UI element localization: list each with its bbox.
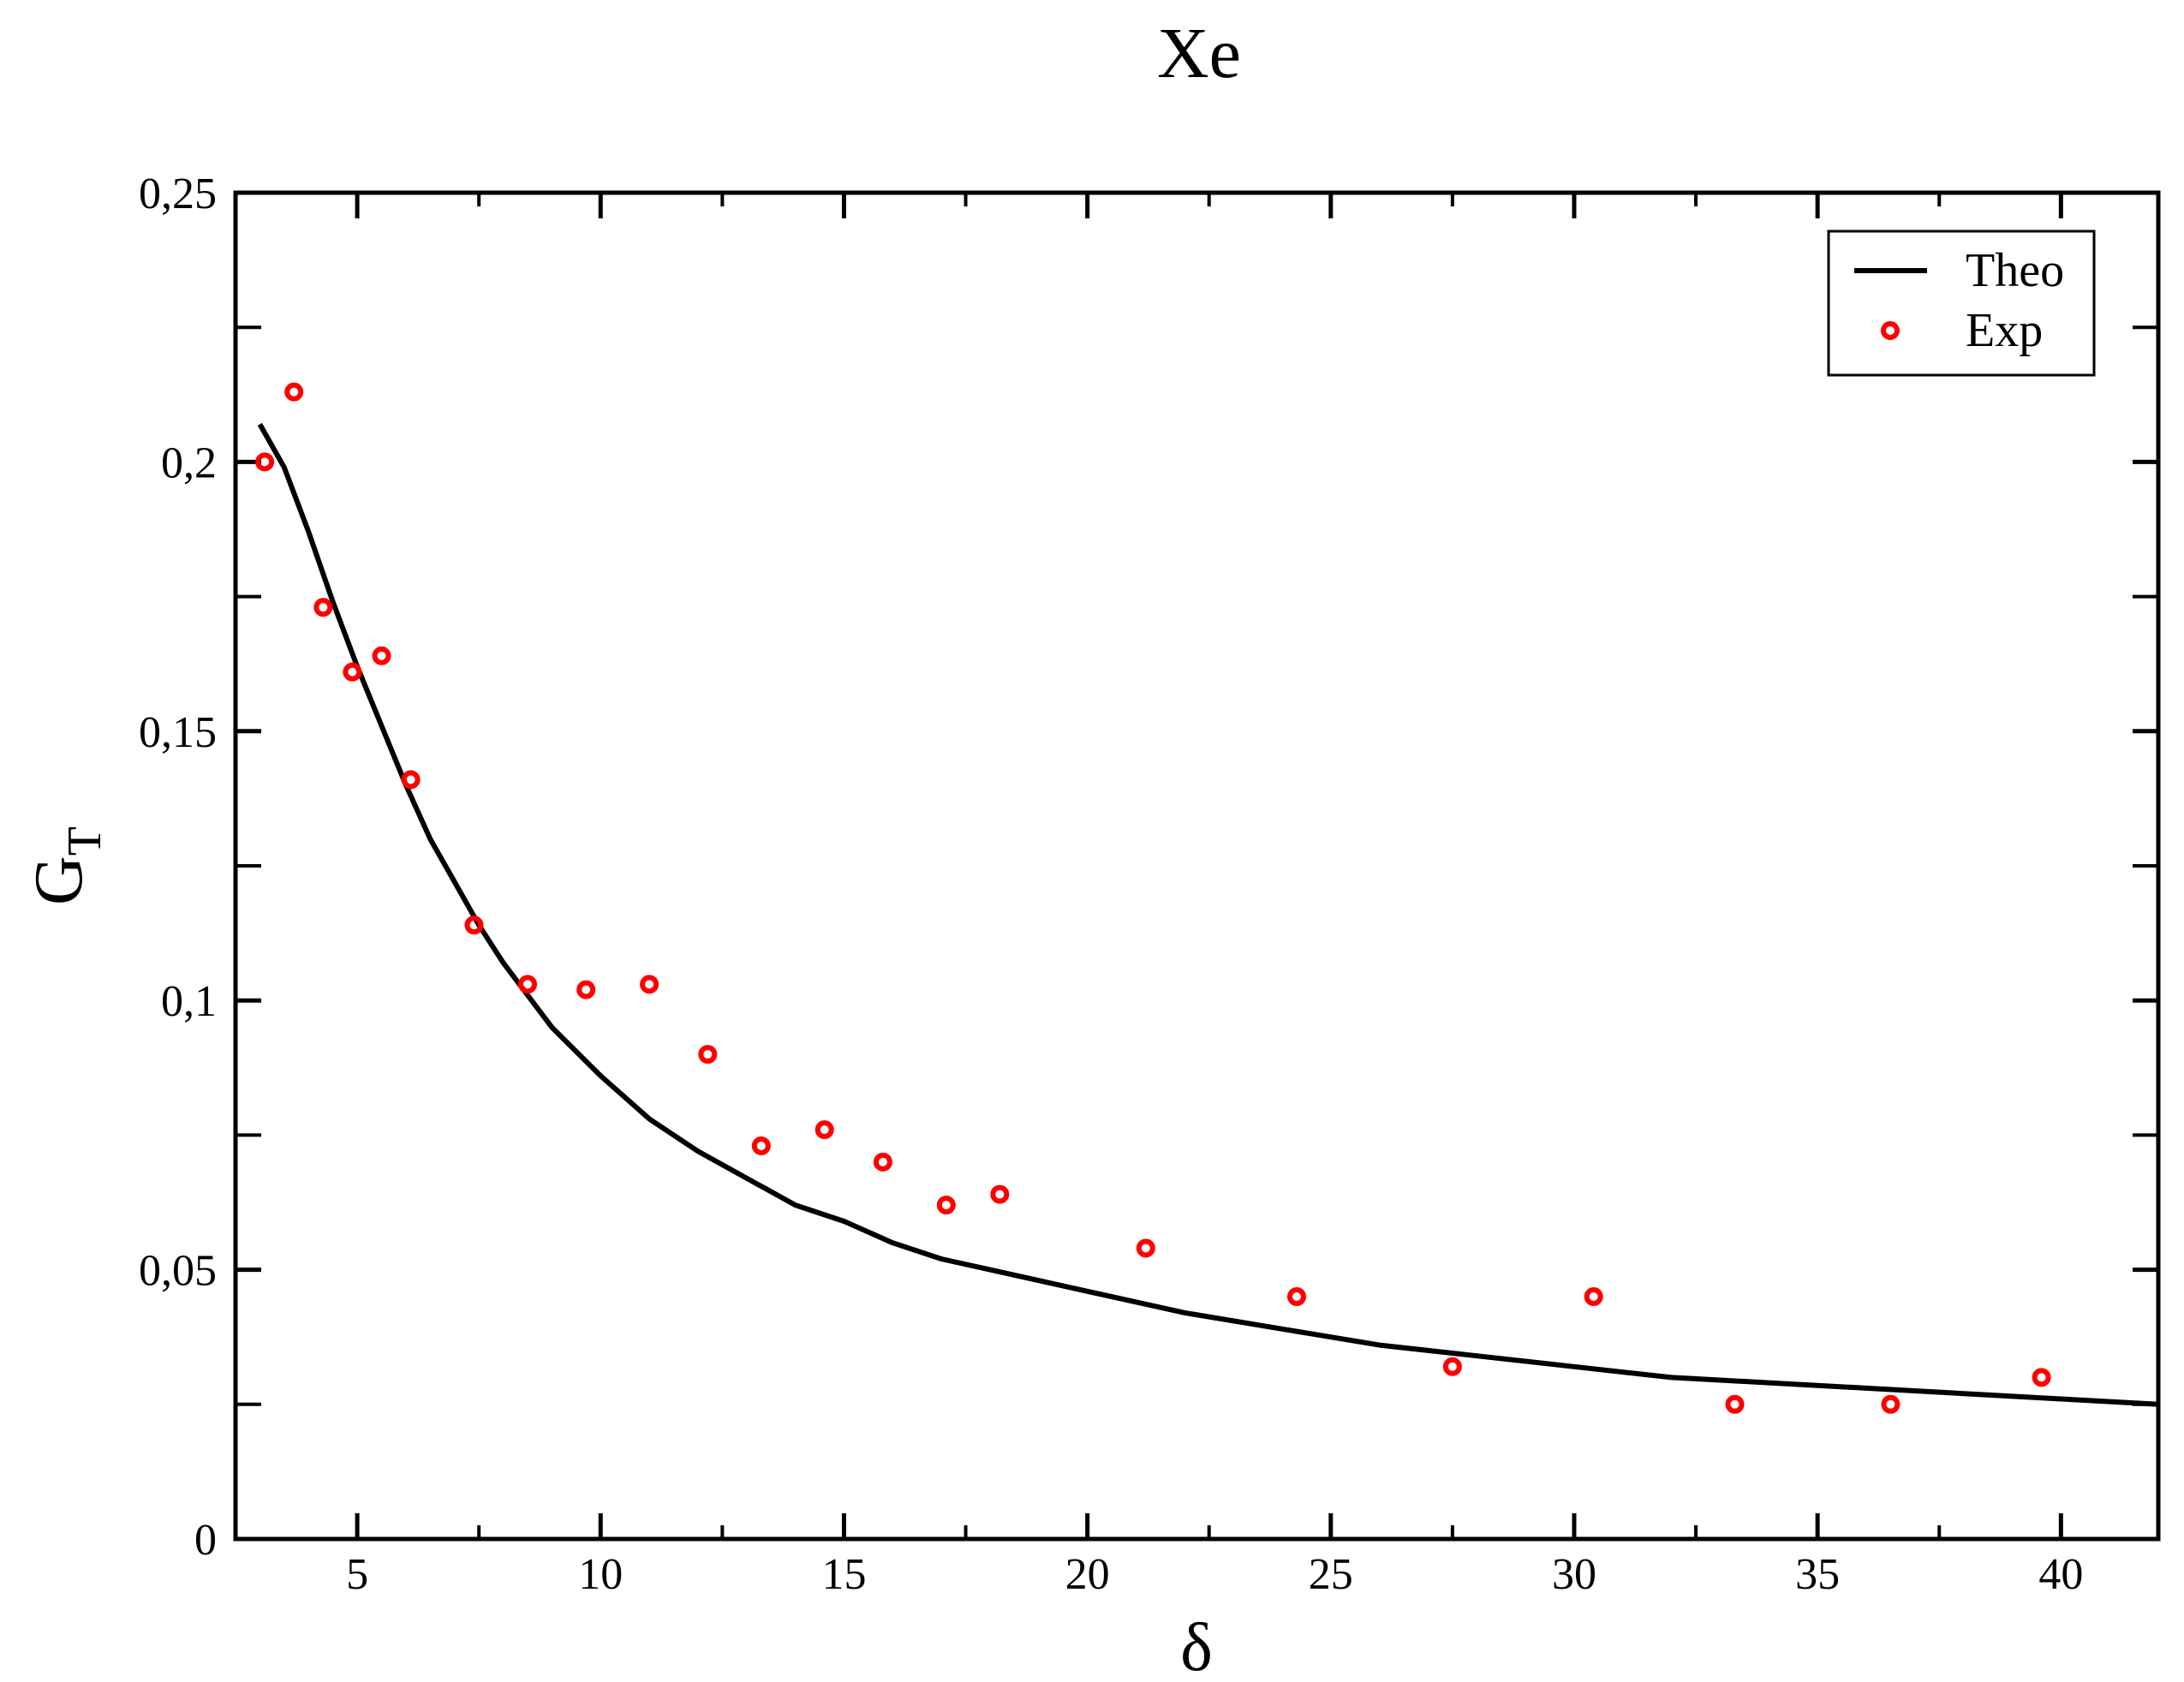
y-tick-label: 0,1 <box>161 977 217 1026</box>
series-layer <box>255 382 2159 1414</box>
data-point-exp <box>936 1196 956 1215</box>
y-tick-label: 0 <box>194 1516 217 1565</box>
data-point-exp <box>815 1120 834 1140</box>
y-axis-label-main: G <box>21 856 97 905</box>
data-point-exp <box>2032 1368 2051 1387</box>
x-tick-label: 20 <box>1065 1550 1110 1599</box>
data-point-exp <box>464 916 484 935</box>
data-point-exp <box>1442 1357 1462 1376</box>
data-point-exp <box>751 1136 771 1155</box>
data-point-exp <box>698 1045 718 1065</box>
axis-tick-labels: 5 10 15 20 25 30 35 40 0 0,05 0,1 0,15 0,2 0,25 <box>139 170 2083 1599</box>
legend-label-theo: Theo <box>1966 244 2064 297</box>
data-point-exp <box>990 1184 1010 1204</box>
data-point-exp <box>255 452 275 472</box>
y-tick-label: 0,15 <box>139 708 217 757</box>
legend: Theo Exp <box>1827 230 2096 377</box>
data-point-exp <box>313 598 333 617</box>
x-tick-label: 30 <box>1552 1550 1596 1599</box>
series-line-theo <box>257 422 2159 1407</box>
chart-title: Xe <box>1157 14 1241 93</box>
y-axis-label: GT <box>21 826 111 905</box>
x-tick-label: 40 <box>2038 1550 2083 1599</box>
x-axis-label: δ <box>1180 1610 1213 1682</box>
legend-swatch-exp <box>1881 321 1900 340</box>
data-point-exp <box>1584 1287 1603 1307</box>
axis-ticks <box>234 190 2158 1542</box>
y-tick-label: 0,05 <box>139 1247 217 1296</box>
x-tick-label: 10 <box>578 1550 623 1599</box>
data-point-exp <box>372 646 391 665</box>
data-point-exp <box>873 1152 892 1172</box>
data-point-exp <box>576 980 596 999</box>
data-point-exp <box>640 975 659 994</box>
data-point-exp <box>518 975 538 994</box>
data-point-exp <box>1881 1394 1901 1414</box>
x-tick-label: 15 <box>821 1550 866 1599</box>
data-point-exp <box>1287 1287 1307 1307</box>
data-point-exp <box>1725 1394 1745 1414</box>
legend-label-exp: Exp <box>1966 304 2043 357</box>
legend-box <box>1827 230 2096 377</box>
data-point-exp <box>1136 1238 1155 1258</box>
data-point-exp <box>284 382 304 402</box>
y-tick-label: 0,2 <box>161 438 217 487</box>
x-tick-label: 25 <box>1309 1550 1353 1599</box>
x-tick-label: 5 <box>346 1550 368 1599</box>
data-point-exp <box>401 770 421 790</box>
plot-frame <box>233 190 2161 1542</box>
y-tick-label: 0,25 <box>139 170 217 218</box>
x-tick-label: 35 <box>1795 1550 1840 1599</box>
y-axis-label-subscript: T <box>58 826 111 856</box>
data-point-exp <box>343 662 362 682</box>
